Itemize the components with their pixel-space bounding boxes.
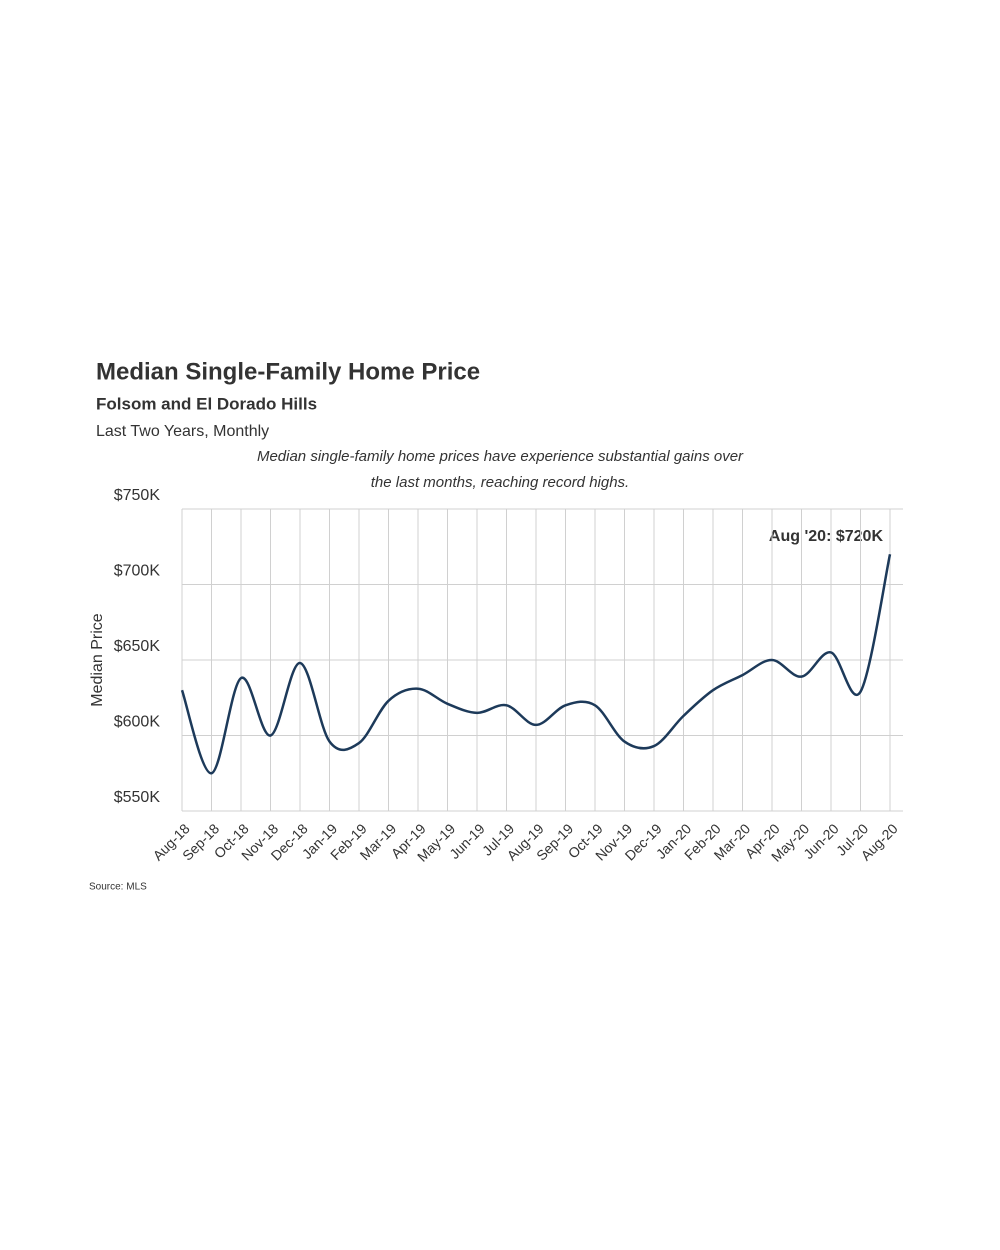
- y-tick-label: $700K: [114, 563, 161, 580]
- chart-title: Median Single-Family Home Price: [96, 358, 480, 385]
- y-axis-label: Median Price: [89, 613, 106, 706]
- description: Median single-family home prices have ex…: [256, 448, 744, 491]
- y-tick-label: $650K: [114, 638, 161, 655]
- price-line: [180, 554, 892, 775]
- y-tick-label: $550K: [114, 789, 161, 806]
- chart-period: Last Two Years, Monthly: [96, 423, 269, 440]
- y-tick-label: $750K: [114, 487, 161, 504]
- annotation: Aug '20: $720K: [769, 528, 884, 545]
- chart-subtitle: Folsom and El Dorado Hills: [96, 394, 317, 413]
- y-tick-label: $600K: [114, 714, 161, 731]
- source: Source: MLS: [89, 882, 147, 893]
